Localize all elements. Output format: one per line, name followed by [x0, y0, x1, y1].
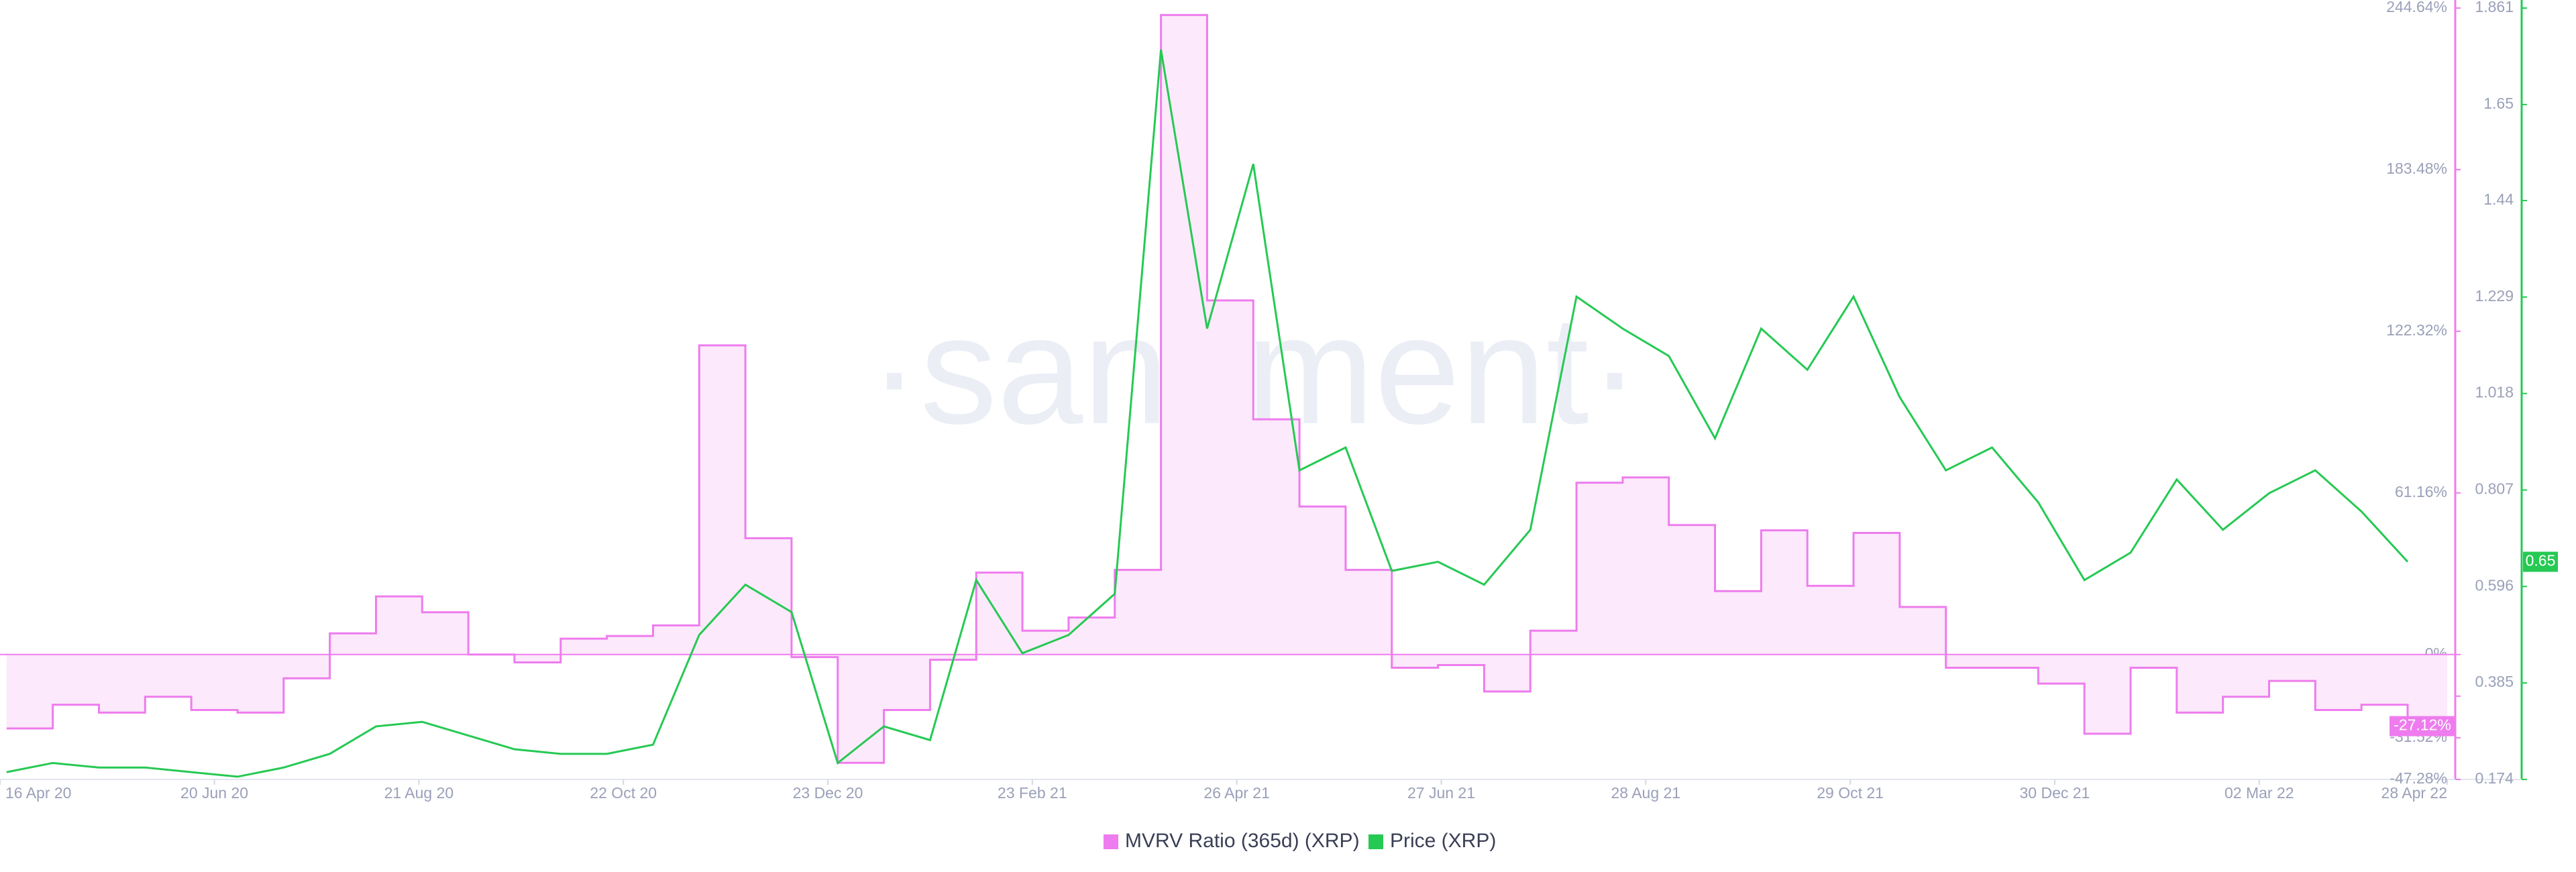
y2-tick-label: 0.385: [2475, 673, 2514, 690]
y2-tick-label: 0.596: [2475, 576, 2514, 594]
mvrv-area: [6, 15, 2448, 763]
x-tick-label: 28 Aug 21: [1611, 784, 1681, 802]
x-tick-label: 27 Jun 21: [1407, 784, 1475, 802]
price-badge: [2523, 551, 2558, 572]
y2-tick-label: 0.807: [2475, 480, 2514, 498]
x-tick-label: 23 Feb 21: [998, 784, 1067, 802]
x-tick-label: 02 Mar 22: [2224, 784, 2294, 802]
mvrv-badge-label: -27.12%: [2394, 716, 2451, 734]
x-tick-label: 16 Apr 20: [5, 784, 71, 802]
y-tick-label: 244.64%: [2386, 0, 2447, 15]
x-tick-label: 21 Aug 20: [384, 784, 454, 802]
y2-tick-label: 1.018: [2475, 384, 2514, 401]
price-badge-label: 0.65: [2526, 552, 2556, 569]
y-tick-label: 122.32%: [2386, 321, 2447, 339]
x-tick-label: 30 Dec 21: [2020, 784, 2090, 802]
legend-label: Price (XRP): [1390, 830, 1496, 852]
legend-swatch: [1104, 834, 1118, 849]
x-tick-label: 20 Jun 20: [180, 784, 248, 802]
mvrv-line: [6, 13, 2447, 764]
y2-tick-label: 1.65: [2483, 95, 2514, 112]
mvrv-badge: [2390, 716, 2455, 737]
x-tick-label: 26 Apr 21: [1203, 784, 1269, 802]
x-tick-label: 23 Dec 20: [793, 784, 863, 802]
legend-swatch: [1368, 834, 1383, 849]
y2-tick-label: 1.861: [2475, 0, 2514, 15]
price-line: [6, 49, 2409, 778]
x-tick-label: 29 Oct 21: [1817, 784, 1884, 802]
y2-tick-label: 1.44: [2483, 190, 2514, 208]
y2-tick-label: 1.229: [2475, 287, 2514, 305]
legend-label: MVRV Ratio (365d) (XRP): [1125, 830, 1360, 852]
y-tick-label: 183.48%: [2386, 160, 2447, 177]
y-tick-label: -47.28%: [2390, 769, 2447, 787]
x-tick-label: 22 Oct 20: [590, 784, 657, 802]
x-tick-label: 28 Apr 22: [2381, 784, 2447, 802]
y-tick-label: 61.16%: [2395, 483, 2447, 500]
y2-tick-label: 0.174: [2475, 769, 2514, 787]
